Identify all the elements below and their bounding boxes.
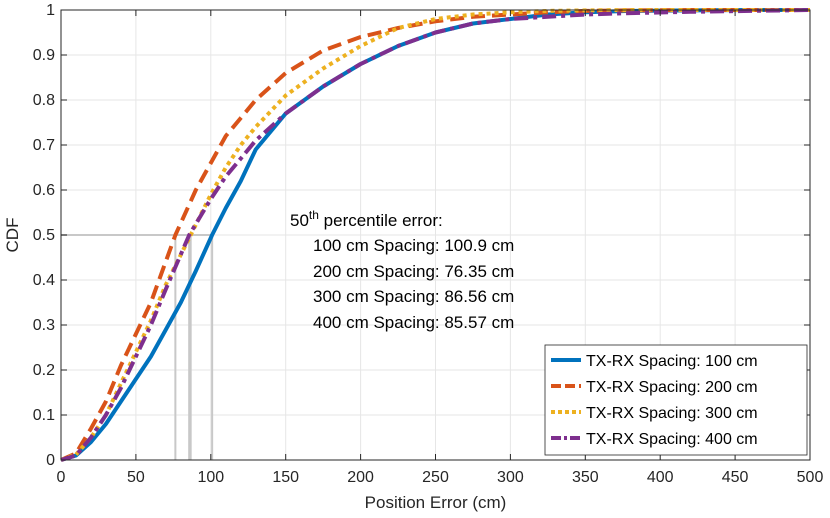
- y-tick-label: 1: [46, 2, 55, 19]
- annotation-line-300cm: 300 cm Spacing: 86.56 cm: [313, 287, 514, 306]
- x-tick-label: 50: [127, 469, 145, 486]
- y-axis-ticks: 0 0.1 0.2 0.3 0.4 0.5 0.6 0.7 0.8 0.9 1: [33, 2, 810, 469]
- x-tick-label: 300: [497, 469, 524, 486]
- series-line-1: [60, 8, 810, 462]
- y-tick-label: 0.4: [33, 272, 55, 289]
- legend-label-400cm: TX-RX Spacing: 400 cm: [586, 431, 758, 448]
- x-tick-label: 400: [647, 469, 674, 486]
- annotation-line-400cm: 400 cm Spacing: 85.57 cm: [313, 313, 514, 332]
- annotation-heading: 50th percentile error:: [290, 208, 443, 230]
- median-marker-lines: [61, 234, 214, 460]
- y-tick-label: 0.5: [33, 227, 55, 244]
- y-tick-label: 0: [46, 452, 55, 469]
- x-tick-label: 500: [797, 469, 824, 486]
- y-axis-label: CDF: [3, 218, 22, 253]
- x-tick-label: 100: [197, 469, 224, 486]
- annotation-line-100cm: 100 cm Spacing: 100.9 cm: [313, 236, 514, 255]
- x-tick-label: 350: [572, 469, 599, 486]
- legend-label-300cm: TX-RX Spacing: 300 cm: [586, 405, 758, 422]
- legend-box: [544, 344, 808, 456]
- y-tick-label: 0.2: [33, 362, 55, 379]
- y-tick-label: 0.6: [33, 182, 55, 199]
- legend-label-100cm: TX-RX Spacing: 100 cm: [586, 353, 758, 370]
- y-tick-label: 0.8: [33, 92, 55, 109]
- x-tick-label: 150: [272, 469, 299, 486]
- median-annotation: 50th percentile error: 100 cm Spacing: 1…: [290, 208, 514, 332]
- y-tick-label: 0.3: [33, 317, 55, 334]
- x-axis-ticks: 0 50 100 150 200 250 300 350 400 450 500: [57, 10, 824, 486]
- y-tick-label: 0.7: [33, 137, 55, 154]
- x-tick-label: 200: [347, 469, 374, 486]
- series-line-3: [60, 8, 811, 462]
- legend-label-200cm: TX-RX Spacing: 200 cm: [586, 379, 758, 396]
- x-tick-label: 450: [722, 469, 749, 486]
- x-axis-label: Position Error (cm): [365, 493, 507, 512]
- y-tick-label: 0.9: [33, 47, 55, 64]
- y-tick-label: 0.1: [33, 407, 55, 424]
- x-tick-label: 250: [422, 469, 449, 486]
- series-lines: [60, 8, 811, 462]
- legend: TX-RX Spacing: 100 cm TX-RX Spacing: 200…: [544, 344, 808, 456]
- x-tick-label: 0: [57, 469, 66, 486]
- annotation-line-200cm: 200 cm Spacing: 76.35 cm: [313, 262, 514, 281]
